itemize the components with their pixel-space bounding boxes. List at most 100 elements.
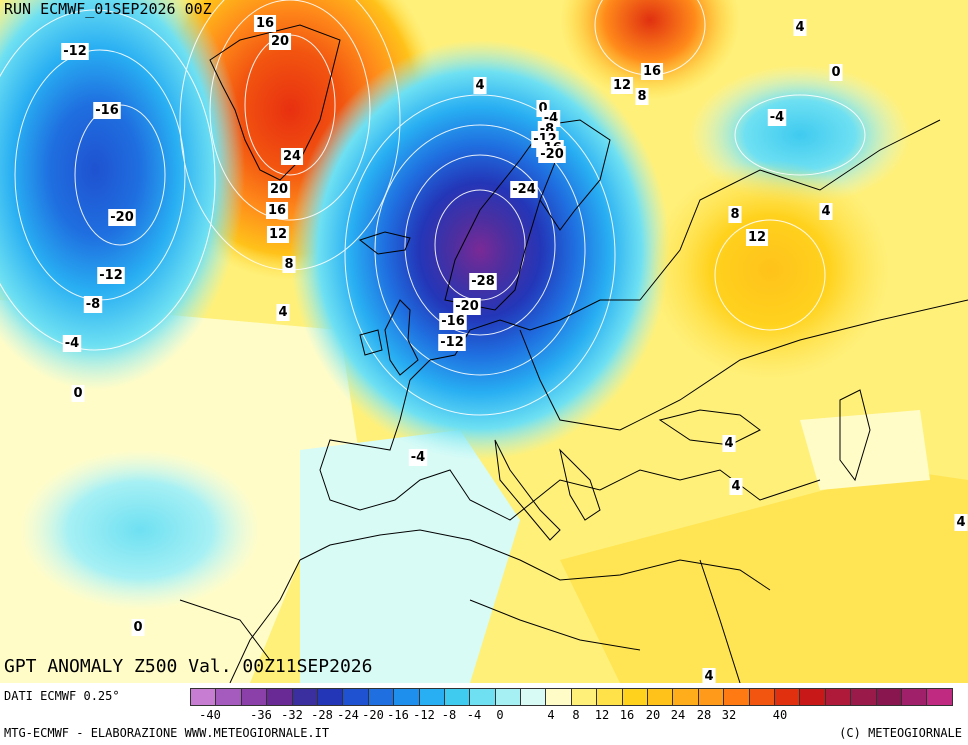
contour-label: -24 [512, 182, 536, 197]
contour-label: 0 [831, 65, 840, 80]
contour-label: 4 [821, 204, 830, 219]
contour-label: 0 [538, 101, 547, 116]
scale-tick-label: 8 [572, 708, 580, 722]
scale-swatch [520, 688, 546, 706]
contour-label: 4 [731, 479, 740, 494]
contour-label-bg [469, 273, 497, 290]
scale-swatch [596, 688, 622, 706]
run-title: RUN ECMWF_01SEP2026 00Z [4, 0, 212, 18]
scale-tick-label: 12 [594, 708, 610, 722]
contour-label-bg [640, 63, 664, 80]
contour-label: 12 [269, 227, 287, 242]
scale-swatch [418, 688, 444, 706]
scale-swatch [799, 688, 825, 706]
contour-label-bg [97, 267, 125, 284]
contour-label-bg [829, 64, 843, 81]
scale-swatch [697, 688, 724, 706]
contour-label-bg [728, 206, 742, 223]
contour-label: 4 [278, 305, 287, 320]
contour-label-bg [438, 334, 466, 351]
scale-tick-label: 20 [645, 708, 661, 722]
contour-label: 24 [283, 149, 301, 164]
scale-swatch [393, 688, 419, 706]
contour-label: 8 [730, 207, 739, 222]
contour-label-bg [729, 478, 743, 495]
scale-tick-label: -4 [466, 708, 482, 722]
contour-label-bg [819, 203, 833, 220]
contour-label: 16 [643, 64, 661, 79]
contour-label: -4 [411, 450, 425, 465]
contour-label-bg [62, 335, 82, 352]
scale-swatch [850, 688, 876, 706]
contour-label-bg [93, 102, 121, 119]
scale-tick-label: -16 [387, 708, 409, 722]
contour-label: -4 [770, 110, 784, 125]
contour-label: -20 [110, 210, 134, 225]
scale-tick-label: 40 [772, 708, 788, 722]
scale-tick-label: -36 [250, 708, 272, 722]
map-title: GPT ANOMALY Z500 Val. 00Z11SEP2026 [4, 656, 373, 677]
contour-label-bg [954, 514, 968, 531]
contour-label-bg [266, 226, 290, 243]
scale-tick-label: 24 [670, 708, 686, 722]
scale-tick-label: -12 [413, 708, 435, 722]
scale-swatch [875, 688, 901, 706]
contour-label-bg [538, 146, 566, 163]
anomaly-map: 16 20 24 20 16 12 8 4 -12 -16 -20 -12 -8 -4 0 0 -4 -8 -12-… [0, 0, 968, 683]
scale-swatch [494, 688, 521, 706]
credit-left: MTG-ECMWF - ELABORAZIONE WWW.METEOGIORNA… [4, 726, 330, 740]
scale-tick-label: -20 [362, 708, 384, 722]
scale-tick-label: -32 [281, 708, 303, 722]
scale-swatch [545, 688, 571, 706]
scale-tick-label: -8 [441, 708, 457, 722]
scale-swatch [672, 688, 698, 706]
contour-label: 12 [613, 78, 631, 93]
scale-swatch [190, 688, 216, 706]
contour-label-bg [635, 88, 649, 105]
contour-label-bg [276, 304, 290, 321]
contour-label-bg [280, 148, 304, 165]
scale-swatch [900, 688, 927, 706]
credit-right: (C) METEOGIORNALE [839, 726, 962, 740]
scale-swatch [443, 688, 470, 706]
contour-label: -8 [86, 297, 100, 312]
contour-label: 4 [795, 20, 804, 35]
scale-swatch [316, 688, 343, 706]
contour-label: -12 [63, 44, 87, 59]
scale-tick-label: 16 [619, 708, 635, 722]
contour-label: 4 [704, 669, 713, 683]
scale-tick-label: -24 [337, 708, 359, 722]
contour-label: 20 [271, 34, 289, 49]
scale-swatch [266, 688, 292, 706]
contour-label: 4 [724, 436, 733, 451]
scale-tick-label: 0 [496, 708, 504, 722]
contour-label: -28 [471, 274, 495, 289]
contour-label: 16 [268, 203, 286, 218]
contour-label: 20 [270, 182, 288, 197]
contour-label-bg [265, 202, 289, 219]
scale-swatch [215, 688, 241, 706]
contour-label-bg [722, 435, 736, 452]
contour-label-bg [71, 385, 85, 402]
contour-label-bg [268, 33, 292, 50]
contour-label: 12 [748, 230, 766, 245]
contour-label: -4 [65, 336, 79, 351]
contour-label-bg [83, 296, 103, 313]
contour-label-bg [702, 668, 716, 683]
contour-label-bg [610, 77, 634, 94]
contour-label-bg [61, 43, 89, 60]
contour-label-bg [793, 19, 807, 36]
contour-label-bg [253, 15, 277, 32]
contour-label: -16 [441, 314, 465, 329]
contour-label: -12 [440, 335, 464, 350]
contour-label-bg [473, 77, 487, 94]
contour-label: -20 [455, 299, 479, 314]
contour-label: 4 [475, 78, 484, 93]
contour-label-bg [767, 109, 787, 126]
contour-label: -12 [99, 268, 123, 283]
scale-swatch [240, 688, 267, 706]
scale-tick-label: 4 [547, 708, 555, 722]
scale-swatch [469, 688, 495, 706]
contour-label: 0 [133, 620, 142, 635]
contour-label-bg [408, 449, 428, 466]
